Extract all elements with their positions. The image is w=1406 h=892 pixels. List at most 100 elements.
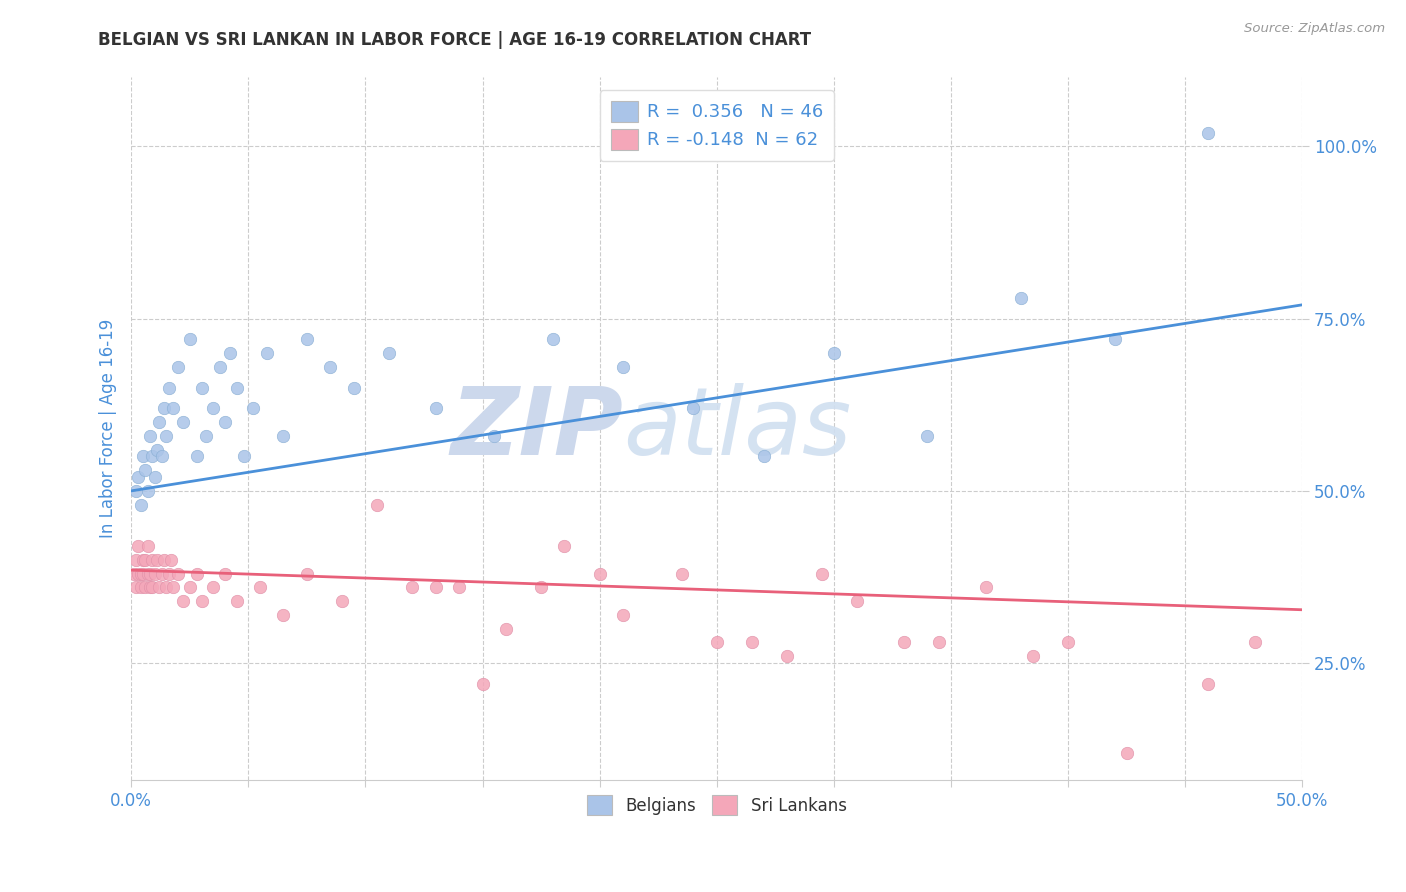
Point xyxy=(425,401,447,416)
Point xyxy=(157,380,180,394)
Point xyxy=(186,450,208,464)
Point xyxy=(141,450,163,464)
Point xyxy=(295,332,318,346)
Point xyxy=(143,470,166,484)
Point xyxy=(125,580,148,594)
Point xyxy=(179,332,201,346)
Point xyxy=(1010,291,1032,305)
Point xyxy=(682,401,704,416)
Point xyxy=(202,401,225,416)
Point xyxy=(155,580,177,594)
Point xyxy=(893,635,915,649)
Point xyxy=(295,566,318,581)
Point xyxy=(190,594,212,608)
Point xyxy=(378,346,401,360)
Point xyxy=(612,607,634,622)
Point xyxy=(232,450,254,464)
Point xyxy=(706,635,728,649)
Point xyxy=(127,539,149,553)
Text: ZIP: ZIP xyxy=(450,383,623,475)
Point xyxy=(155,429,177,443)
Point xyxy=(134,463,156,477)
Point xyxy=(136,539,159,553)
Point xyxy=(1198,126,1220,140)
Point xyxy=(273,429,295,443)
Point xyxy=(127,566,149,581)
Text: atlas: atlas xyxy=(623,384,851,475)
Point xyxy=(1022,649,1045,664)
Point xyxy=(125,483,148,498)
Point xyxy=(1057,635,1080,649)
Point xyxy=(150,450,173,464)
Point xyxy=(541,332,564,346)
Point xyxy=(553,539,575,553)
Point xyxy=(917,429,939,443)
Point xyxy=(186,566,208,581)
Point xyxy=(249,580,271,594)
Point xyxy=(811,566,834,581)
Point xyxy=(366,498,388,512)
Point xyxy=(495,622,517,636)
Legend: Belgians, Sri Lankans: Belgians, Sri Lankans xyxy=(576,786,856,825)
Point xyxy=(129,580,152,594)
Point xyxy=(401,580,423,594)
Text: Source: ZipAtlas.com: Source: ZipAtlas.com xyxy=(1244,22,1385,36)
Point xyxy=(330,594,353,608)
Point xyxy=(484,429,506,443)
Point xyxy=(146,553,169,567)
Point xyxy=(150,566,173,581)
Point xyxy=(195,429,218,443)
Point xyxy=(122,566,145,581)
Point xyxy=(218,346,240,360)
Point xyxy=(846,594,869,608)
Point xyxy=(139,566,162,581)
Point xyxy=(425,580,447,594)
Point xyxy=(132,553,155,567)
Point xyxy=(160,553,183,567)
Point xyxy=(242,401,264,416)
Point xyxy=(209,359,232,374)
Point xyxy=(139,580,162,594)
Point xyxy=(134,553,156,567)
Point xyxy=(143,566,166,581)
Point xyxy=(225,594,247,608)
Point xyxy=(146,442,169,457)
Point xyxy=(136,566,159,581)
Point xyxy=(776,649,799,664)
Point xyxy=(1244,635,1267,649)
Point xyxy=(134,580,156,594)
Point xyxy=(148,415,170,429)
Point xyxy=(162,580,184,594)
Point xyxy=(167,359,190,374)
Point xyxy=(214,566,236,581)
Point xyxy=(471,677,494,691)
Point xyxy=(273,607,295,622)
Point xyxy=(256,346,278,360)
Point xyxy=(741,635,763,649)
Y-axis label: In Labor Force | Age 16-19: In Labor Force | Age 16-19 xyxy=(100,319,117,539)
Point xyxy=(214,415,236,429)
Point xyxy=(132,450,155,464)
Point xyxy=(1198,677,1220,691)
Point xyxy=(136,483,159,498)
Point xyxy=(132,566,155,581)
Point xyxy=(319,359,342,374)
Point xyxy=(190,380,212,394)
Point xyxy=(167,566,190,581)
Point xyxy=(162,401,184,416)
Point xyxy=(153,401,176,416)
Point xyxy=(141,580,163,594)
Point xyxy=(139,429,162,443)
Point xyxy=(179,580,201,594)
Point xyxy=(530,580,553,594)
Point xyxy=(449,580,471,594)
Point xyxy=(129,566,152,581)
Point xyxy=(225,380,247,394)
Point xyxy=(588,566,610,581)
Point xyxy=(127,470,149,484)
Point xyxy=(129,498,152,512)
Point xyxy=(752,450,775,464)
Point xyxy=(612,359,634,374)
Point xyxy=(974,580,997,594)
Point xyxy=(125,553,148,567)
